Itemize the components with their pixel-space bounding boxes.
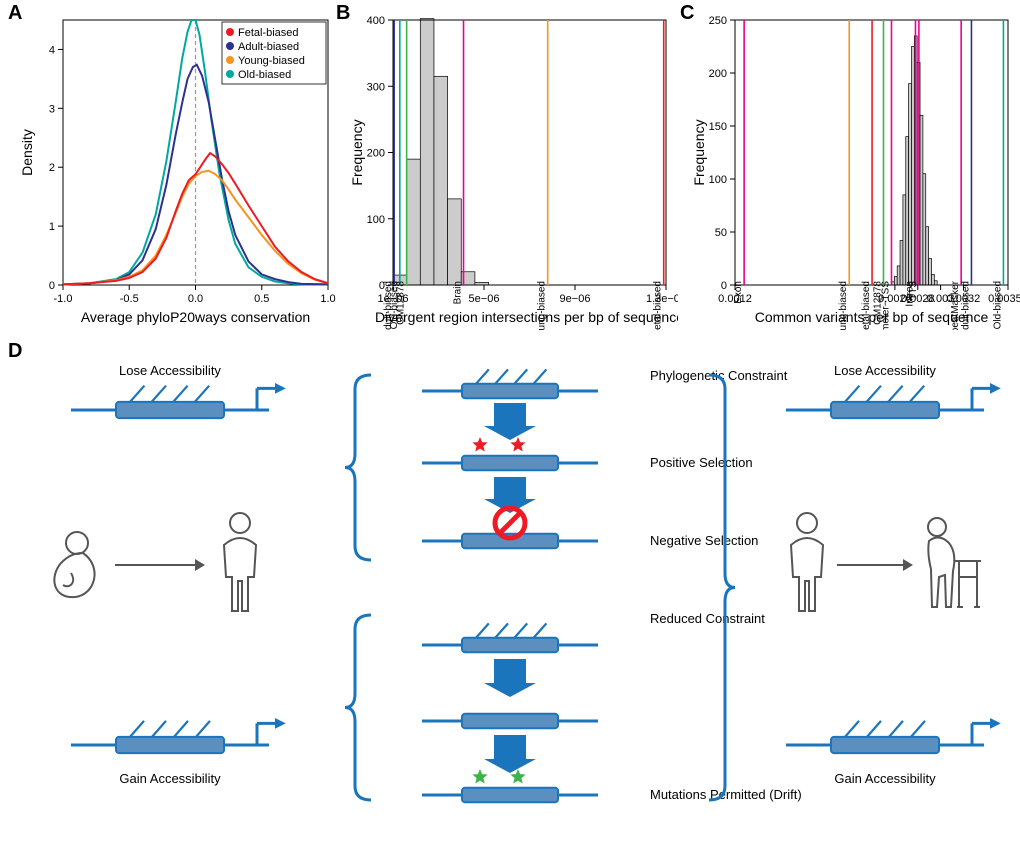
svg-text:Exon: Exon — [733, 281, 744, 304]
svg-text:Old-biased: Old-biased — [992, 281, 1003, 329]
svg-text:Frequency: Frequency — [691, 119, 707, 185]
svg-text:Lose Accessibility: Lose Accessibility — [834, 363, 936, 378]
left-column: Lose Accessibility Gain Accessibility — [54, 363, 285, 786]
svg-text:100: 100 — [367, 214, 385, 226]
panel-b-chart: 01002003004001e−065e−069e−061.3e−05Adult… — [348, 10, 678, 330]
svg-text:Gain Accessibility: Gain Accessibility — [834, 771, 936, 786]
panel-a-chart: -1.0 -0.5 0.0 0.5 1.0 0 1 2 3 4 Fetal-biased Adult-… — [18, 10, 338, 330]
panel-d-diagram: Lose Accessibility Gain Accessibility Phyl… — [5, 345, 1015, 845]
center-column: Phylogenetic ConstraintPositive Selectio… — [345, 368, 802, 802]
svg-text:400: 400 — [367, 15, 385, 27]
svg-text:150: 150 — [709, 121, 727, 133]
svg-text:250: 250 — [709, 15, 727, 27]
svg-text:Fetal-biased: Fetal-biased — [238, 27, 299, 39]
svg-text:TTS: TTS — [908, 281, 919, 300]
svg-text:300: 300 — [367, 81, 385, 93]
svg-text:1: 1 — [49, 221, 55, 233]
svg-text:Average phyloP20ways conservat: Average phyloP20ways conservation — [81, 309, 310, 325]
svg-text:Divergent region intersections: Divergent region intersections per bp of… — [375, 309, 678, 325]
svg-text:2: 2 — [49, 162, 55, 174]
svg-text:Lose Accessibility: Lose Accessibility — [119, 363, 221, 378]
svg-text:100: 100 — [709, 174, 727, 186]
svg-text:200: 200 — [709, 68, 727, 80]
right-column: Lose Accessibility Gain Accessibility — [786, 363, 1001, 786]
svg-text:Brain: Brain — [453, 281, 464, 304]
svg-text:Young-biased: Young-biased — [238, 55, 305, 67]
svg-text:Common variants per bp of sequ: Common variants per bp of sequence — [755, 309, 989, 325]
svg-text:0.5: 0.5 — [254, 293, 269, 305]
svg-text:Old-biased: Old-biased — [238, 69, 291, 81]
panel-c-chart: 0501001502002500.00120.00260.00280.0030.… — [690, 10, 1020, 330]
svg-text:Frequency: Frequency — [349, 119, 365, 185]
svg-text:200: 200 — [367, 148, 385, 160]
svg-text:Reduced Constraint: Reduced Constraint — [650, 611, 765, 626]
svg-text:-0.5: -0.5 — [120, 293, 139, 305]
svg-text:Adult-biased: Adult-biased — [238, 41, 299, 53]
svg-text:5e−06: 5e−06 — [469, 293, 500, 305]
svg-text:9e−06: 9e−06 — [560, 293, 591, 305]
svg-text:-1.0: -1.0 — [54, 293, 73, 305]
svg-text:50: 50 — [715, 227, 727, 239]
svg-text:Density: Density — [19, 129, 35, 176]
svg-text:4: 4 — [49, 44, 55, 56]
svg-text:0.0: 0.0 — [188, 293, 203, 305]
svg-text:0: 0 — [721, 280, 727, 292]
svg-text:1.0: 1.0 — [320, 293, 335, 305]
figure-root: A B C D -1.0-0.50.00.51.001234Fetal-bias… — [0, 0, 1020, 846]
svg-text:3: 3 — [49, 103, 55, 115]
svg-text:Negative Selection: Negative Selection — [650, 533, 758, 548]
svg-text:Gain Accessibility: Gain Accessibility — [119, 771, 221, 786]
svg-text:0: 0 — [49, 280, 55, 292]
svg-text:Positive Selection: Positive Selection — [650, 455, 753, 470]
